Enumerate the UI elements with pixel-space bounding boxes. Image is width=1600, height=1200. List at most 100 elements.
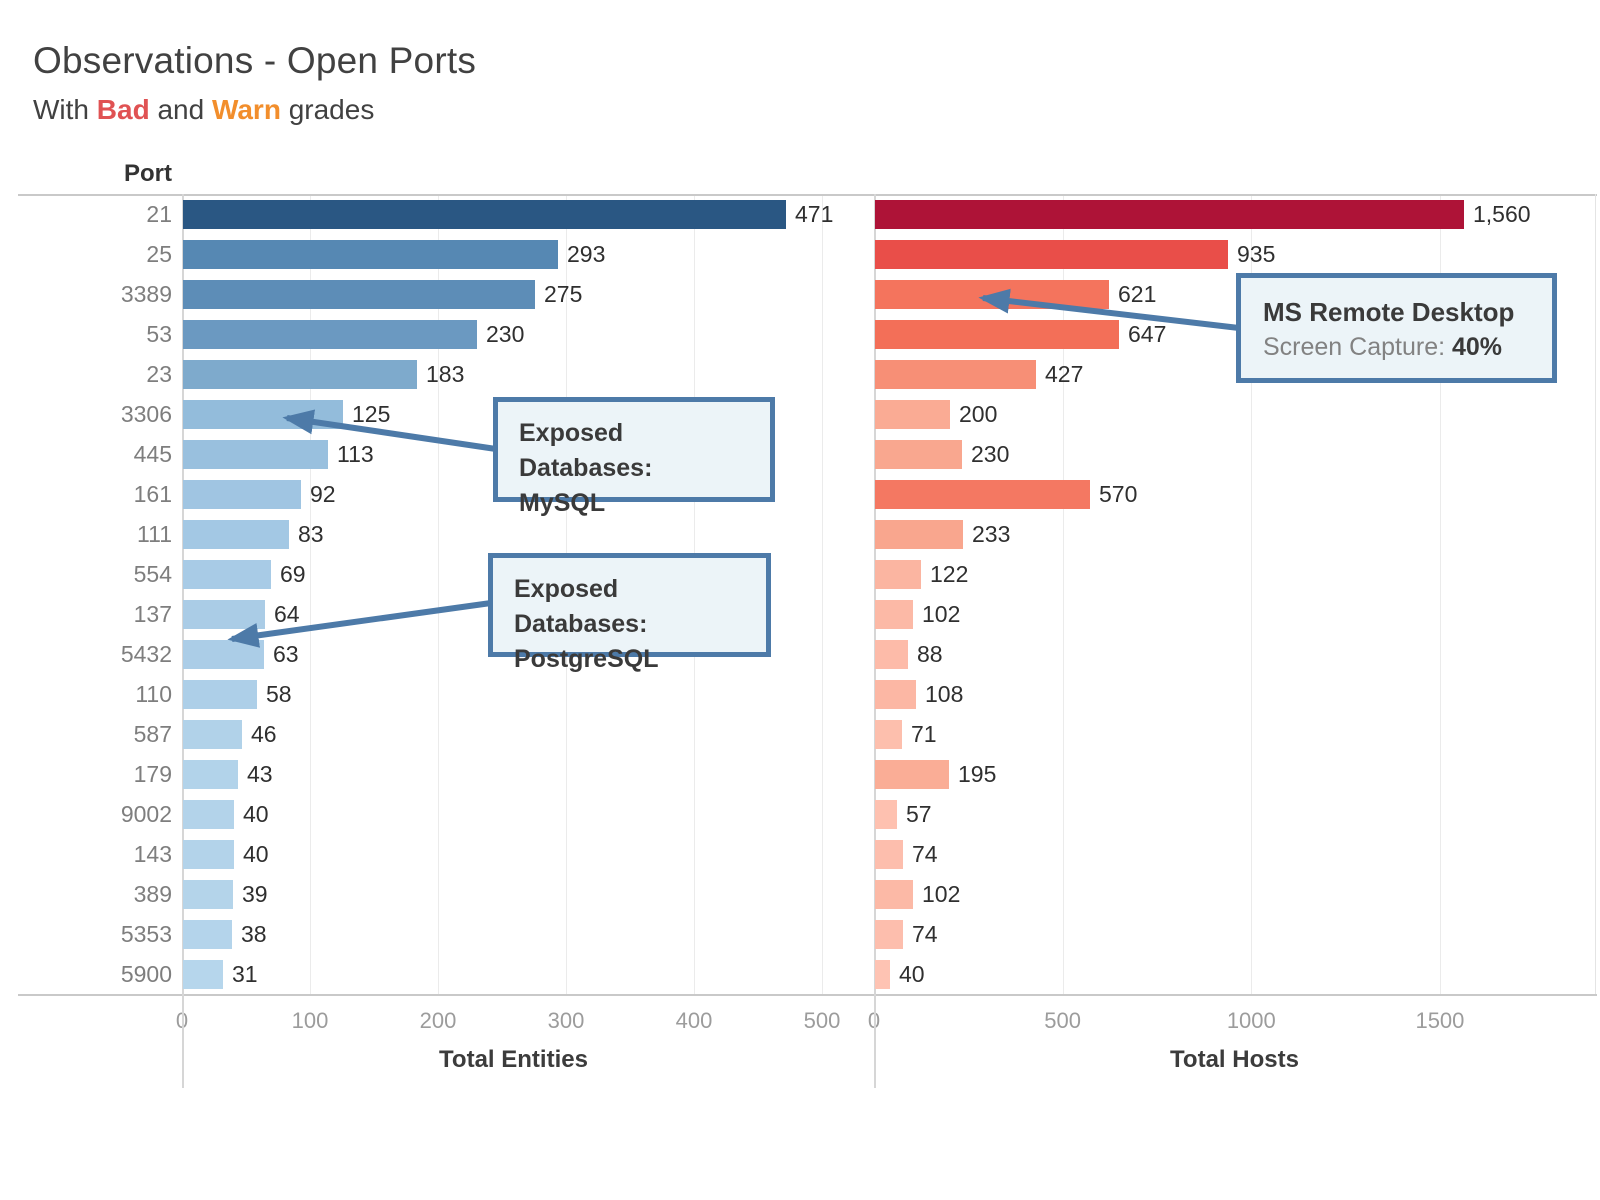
screen-capture-value: 40%	[1452, 333, 1503, 361]
bar-hosts-port-23[interactable]	[875, 359, 1036, 389]
bar-hosts-port-9002[interactable]	[875, 799, 897, 829]
bar-value-entities-port-137: 64	[274, 601, 300, 627]
plot-top-border	[18, 194, 1597, 196]
bar-value-hosts-port-110: 108	[925, 681, 964, 707]
gridline-hosts-1500	[1439, 196, 1441, 994]
port-label-9002: 9002	[120, 801, 172, 827]
bar-value-hosts-port-5432: 88	[917, 641, 943, 667]
bar-hosts-port-21[interactable]	[875, 199, 1464, 229]
bar-hosts-port-445[interactable]	[875, 439, 962, 469]
port-label-111: 111	[137, 521, 172, 547]
bar-entities-port-587[interactable]	[183, 719, 242, 749]
bar-value-entities-port-587: 46	[251, 721, 277, 747]
bar-entities-port-25[interactable]	[183, 239, 558, 269]
gridline-entities-200	[438, 196, 439, 994]
port-label-179: 179	[133, 761, 172, 787]
bar-value-entities-port-25: 293	[567, 241, 606, 267]
postgresql-annotation-line2: PostgreSQL	[514, 645, 659, 673]
axis-title-hosts: Total Hosts	[1170, 1046, 1299, 1073]
bar-value-hosts-port-23: 427	[1045, 361, 1084, 387]
bar-value-entities-port-110: 58	[266, 681, 292, 707]
bar-hosts-port-25[interactable]	[875, 239, 1228, 269]
bar-value-entities-port-111: 83	[298, 521, 324, 547]
right-panel-border	[1595, 194, 1596, 994]
port-column-header: Port	[124, 160, 172, 187]
port-label-3389: 3389	[120, 281, 172, 307]
gridline-entities-100	[310, 196, 311, 994]
bar-entities-port-3389[interactable]	[183, 279, 535, 309]
subtitle-suffix: grades	[280, 94, 375, 125]
screen-capture-label: Screen Capture:	[1263, 333, 1452, 361]
bar-value-hosts-port-5900: 40	[899, 961, 925, 987]
port-label-137: 137	[133, 601, 172, 627]
bar-value-entities-port-9002: 40	[243, 801, 269, 827]
subtitle-warn-label: Warn	[211, 94, 281, 125]
bar-hosts-port-137[interactable]	[875, 599, 913, 629]
bar-value-entities-port-179: 43	[247, 761, 273, 787]
bar-hosts-port-5353[interactable]	[875, 919, 903, 949]
bar-entities-port-9002[interactable]	[183, 799, 234, 829]
mysql-annotation-line1: Exposed Databases:	[519, 419, 653, 482]
bar-value-hosts-port-25: 935	[1237, 241, 1276, 267]
bar-hosts-port-53[interactable]	[875, 319, 1119, 349]
bar-entities-port-5353[interactable]	[183, 919, 232, 949]
bar-hosts-port-143[interactable]	[875, 839, 903, 869]
bar-value-hosts-port-587: 71	[911, 721, 937, 747]
bar-entities-port-161[interactable]	[183, 479, 301, 509]
remote-desktop-annotation-title: MS Remote Desktop	[1263, 297, 1515, 327]
port-label-5432: 5432	[120, 641, 172, 667]
bar-entities-port-137[interactable]	[183, 599, 265, 629]
bar-entities-port-554[interactable]	[183, 559, 271, 589]
bar-value-hosts-port-9002: 57	[906, 801, 932, 827]
bar-value-entities-port-5900: 31	[232, 961, 258, 987]
port-label-21: 21	[146, 201, 172, 227]
port-label-445: 445	[133, 441, 172, 467]
bar-value-hosts-port-3389: 621	[1118, 281, 1157, 307]
bar-hosts-port-554[interactable]	[875, 559, 921, 589]
bar-entities-port-111[interactable]	[183, 519, 289, 549]
bar-value-entities-port-445: 113	[337, 441, 374, 467]
bar-hosts-port-3389[interactable]	[875, 279, 1109, 309]
bar-entities-port-179[interactable]	[183, 759, 238, 789]
bar-entities-port-143[interactable]	[183, 839, 234, 869]
port-label-143: 143	[133, 841, 172, 867]
bar-entities-port-445[interactable]	[183, 439, 328, 469]
plot-bottom-border	[18, 994, 1597, 996]
bar-hosts-port-110[interactable]	[875, 679, 916, 709]
port-label-587: 587	[133, 721, 172, 747]
port-label-5353: 5353	[120, 921, 172, 947]
subtitle-prefix: With	[33, 94, 97, 125]
bar-hosts-port-111[interactable]	[875, 519, 963, 549]
bar-value-entities-port-5432: 63	[273, 641, 299, 667]
bar-entities-port-21[interactable]	[183, 199, 786, 229]
bar-hosts-port-3306[interactable]	[875, 399, 950, 429]
bar-entities-port-23[interactable]	[183, 359, 417, 389]
bar-entities-port-389[interactable]	[183, 879, 233, 909]
bar-hosts-port-161[interactable]	[875, 479, 1090, 509]
bar-entities-port-110[interactable]	[183, 679, 257, 709]
bar-hosts-port-587[interactable]	[875, 719, 902, 749]
bar-entities-port-5900[interactable]	[183, 959, 223, 989]
port-label-554: 554	[133, 561, 172, 587]
bar-value-hosts-port-21: 1,560	[1473, 201, 1531, 227]
bar-entities-port-3306[interactable]	[183, 399, 343, 429]
bar-hosts-port-5432[interactable]	[875, 639, 908, 669]
bar-entities-port-5432[interactable]	[183, 639, 264, 669]
bar-hosts-port-389[interactable]	[875, 879, 913, 909]
bar-hosts-port-5900[interactable]	[875, 959, 890, 989]
gridline-hosts-500	[1062, 196, 1064, 994]
bar-hosts-port-179[interactable]	[875, 759, 949, 789]
port-label-110: 110	[135, 681, 172, 707]
bar-entities-port-53[interactable]	[183, 319, 477, 349]
bar-value-hosts-port-179: 195	[958, 761, 997, 787]
tick-label-entities-500: 500	[803, 1008, 841, 1033]
mysql-annotation-box: Exposed Databases: MySQL	[493, 397, 775, 517]
bar-value-entities-port-3306: 125	[352, 401, 391, 427]
bar-value-hosts-port-111: 233	[972, 521, 1011, 547]
tick-label-entities-200: 200	[419, 1008, 457, 1033]
axis-title-entities: Total Entities	[439, 1046, 588, 1073]
bar-value-hosts-port-161: 570	[1099, 481, 1138, 507]
gridline-hosts-1000	[1251, 196, 1253, 994]
bar-value-hosts-port-137: 102	[922, 601, 961, 627]
